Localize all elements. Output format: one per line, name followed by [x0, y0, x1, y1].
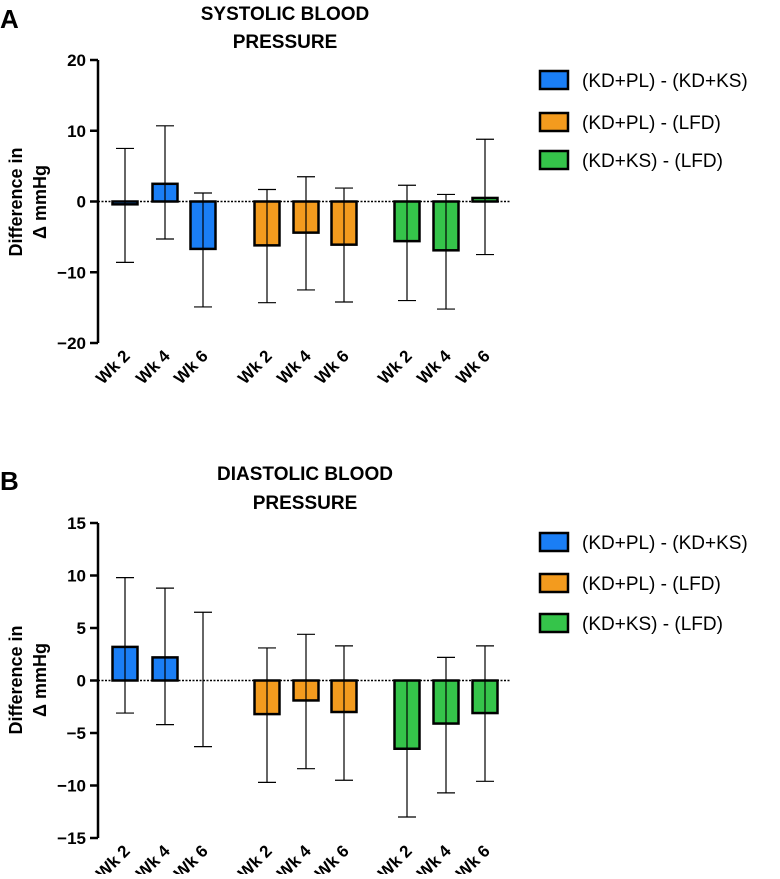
y-tick-label: 10 [67, 122, 86, 141]
legend-swatch [538, 531, 570, 553]
legend-label: (KD+PL) - (LFD) [582, 574, 721, 595]
y-axis-label: Δ mmHg [30, 165, 50, 239]
x-tick-label: Wk 4 [132, 841, 174, 874]
legend-label: (KD+PL) - (LFD) [582, 113, 721, 134]
chart-title: PRESSURE [253, 493, 358, 514]
panel-letter: B [0, 466, 19, 496]
y-tick-label: 0 [77, 672, 86, 691]
x-tick-label: Wk 2 [374, 346, 415, 387]
x-tick-label: Wk 6 [170, 841, 211, 874]
y-tick-label: 20 [67, 51, 86, 70]
y-tick-label: 5 [77, 619, 86, 638]
legend-swatch [538, 572, 570, 594]
y-tick-label: 15 [67, 514, 86, 533]
x-tick-label: Wk 4 [413, 346, 455, 388]
x-tick-label: Wk 6 [452, 841, 493, 874]
x-tick-label: Wk 6 [170, 346, 211, 387]
x-tick-label: Wk 4 [273, 841, 315, 874]
x-tick-label: Wk 4 [132, 346, 174, 388]
y-tick-label: −10 [57, 263, 86, 282]
panel-letter: A [0, 4, 19, 34]
legend-label: (KD+PL) - (KD+KS) [582, 71, 748, 92]
panel-b: B DIASTOLIC BLOOD PRESSURE Difference in Δ m… [0, 464, 748, 879]
x-tick-label: Wk 6 [311, 346, 352, 387]
x-tick-label: Wk 2 [234, 346, 275, 387]
y-tick-label: −5 [67, 724, 86, 743]
y-axis-label: Δ mmHg [30, 643, 50, 717]
x-tick-label: Wk 4 [273, 346, 315, 388]
legend-swatch [538, 149, 570, 171]
y-axis-label: Difference in [6, 625, 26, 734]
chart-title: PRESSURE [233, 32, 338, 53]
y-axis-label: Difference in [6, 147, 26, 256]
panel-a: A SYSTOLIC BLOOD PRESSURE Difference in Δ mm… [0, 4, 748, 388]
y-tick-label: −20 [57, 334, 86, 353]
x-tick-label: Wk 2 [374, 841, 415, 874]
y-tick-label: −15 [57, 829, 86, 848]
legend-swatch [538, 111, 570, 133]
legend-swatch [538, 612, 570, 634]
x-tick-label: Wk 2 [92, 346, 133, 387]
legend-label: (KD+KS) - (LFD) [582, 151, 723, 172]
chart-title: SYSTOLIC BLOOD [201, 4, 370, 25]
x-tick-label: Wk 2 [92, 841, 133, 874]
y-tick-label: 10 [67, 567, 86, 586]
y-tick-label: 0 [77, 193, 86, 212]
legend-label: (KD+PL) - (KD+KS) [582, 533, 748, 554]
y-tick-label: −10 [57, 777, 86, 796]
legend-label: (KD+KS) - (LFD) [582, 614, 723, 635]
legend-swatch [538, 69, 570, 91]
x-tick-label: Wk 6 [311, 841, 352, 874]
x-tick-label: Wk 6 [452, 346, 493, 387]
x-tick-label: Wk 4 [413, 841, 455, 874]
chart-title: DIASTOLIC BLOOD [217, 464, 393, 485]
x-tick-label: Wk 2 [234, 841, 275, 874]
